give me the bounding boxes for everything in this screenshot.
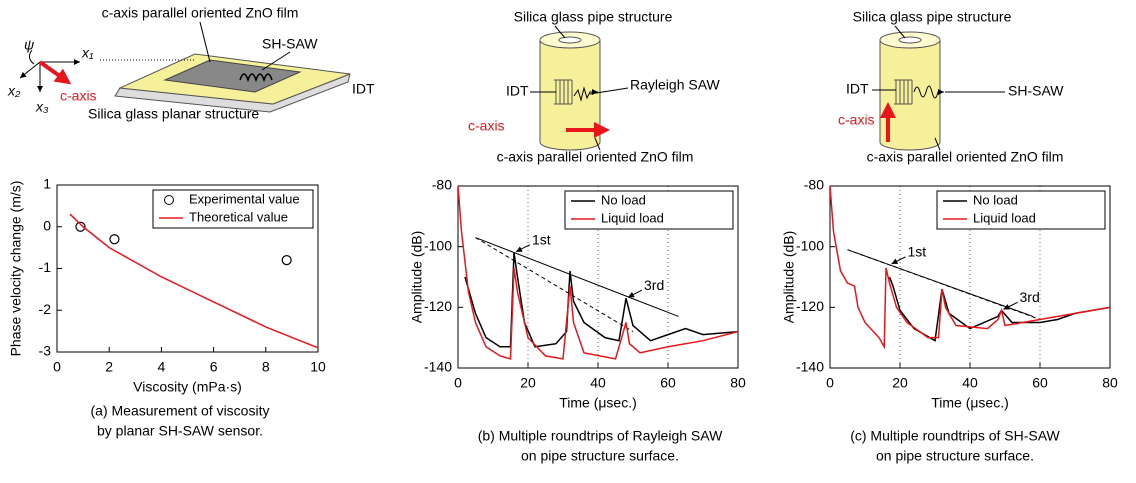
data-point — [109, 234, 120, 245]
series-line — [69, 213, 318, 349]
diagram-planar: c-axis parallel oriented ZnO film SH-SAW… — [7, 5, 375, 122]
data-point — [281, 255, 292, 266]
x-tick-label: 8 — [262, 359, 270, 375]
label: c-axis parallel oriented ZnO film — [497, 149, 694, 165]
caption: on pipe structure surface. — [521, 448, 679, 464]
y-axis-label: Amplitude (dB) — [409, 231, 425, 324]
y-tick-label: -1 — [39, 259, 52, 275]
annotation-arrow — [515, 244, 531, 253]
caption: (c) Multiple roundtrips of SH-SAW — [850, 428, 1060, 444]
label: c-axis — [60, 88, 97, 104]
label: x₂ — [7, 83, 21, 99]
y-tick-label: -80 — [432, 177, 452, 193]
diagram-pipe-rayleigh: Silica glass pipe structure IDT Rayleigh… — [468, 9, 721, 165]
x-axis-label: Viscosity (mPa·s) — [133, 379, 242, 395]
x-tick-label: 20 — [892, 375, 908, 391]
x-tick-label: 80 — [730, 375, 746, 391]
label: SH-SAW — [262, 36, 318, 52]
label: SH-SAW — [1008, 83, 1064, 99]
legend-label: Liquid load — [973, 210, 1036, 225]
x-tick-label: 6 — [210, 359, 218, 375]
y-tick-label: 1 — [43, 176, 51, 192]
label: c-axis parallel oriented ZnO film — [102, 5, 299, 21]
series-line — [830, 186, 1110, 350]
x-tick-label: 0 — [454, 375, 462, 391]
label: IDT — [506, 83, 529, 99]
y-tick-label: -120 — [424, 298, 452, 314]
annotation-arrow — [891, 256, 906, 265]
series-line — [464, 252, 738, 348]
caption: (b) Multiple roundtrips of Rayleigh SAW — [478, 428, 723, 444]
label: x₁ — [81, 45, 94, 61]
plot-frame — [56, 184, 319, 353]
label: x₃ — [35, 99, 49, 115]
y-tick-label: -80 — [804, 177, 824, 193]
label: Silica glass planar structure — [88, 106, 259, 122]
x-tick-label: 0 — [826, 375, 834, 391]
y-axis-label: Phase velocity change (m/s) — [8, 181, 24, 357]
plot-frame — [457, 185, 739, 369]
y-tick-label: -100 — [796, 237, 824, 253]
label: c-axis parallel oriented ZnO film — [867, 149, 1064, 165]
plot-frame — [829, 185, 1111, 369]
legend-box — [152, 189, 314, 229]
guide-line — [475, 237, 679, 317]
x-axis-label: Time (μsec.) — [559, 395, 637, 411]
annotation: 1st — [532, 231, 551, 247]
series-line — [888, 276, 1110, 342]
y-tick-label: 0 — [43, 217, 51, 233]
x-tick-label: 2 — [105, 359, 113, 375]
legend-label: Experimental value — [189, 191, 300, 206]
label: IDT — [846, 81, 869, 97]
label: c-axis — [468, 118, 505, 134]
guide-line — [475, 237, 634, 333]
x-tick-label: 20 — [520, 375, 536, 391]
annotation-arrow — [1003, 301, 1018, 310]
x-tick-label: 4 — [158, 359, 166, 375]
y-tick-label: -100 — [424, 237, 452, 253]
x-tick-label: 10 — [310, 359, 326, 375]
legend-marker — [164, 195, 174, 205]
label: ψ — [24, 37, 34, 53]
label: IDT — [352, 81, 375, 97]
x-axis-label: Time (μsec.) — [931, 395, 1009, 411]
label: Silica glass pipe structure — [514, 9, 673, 25]
y-tick-label: -3 — [39, 343, 52, 359]
x-tick-label: 0 — [53, 359, 61, 375]
annotation-arrow — [627, 289, 643, 298]
legend-box — [564, 190, 734, 230]
legend-label: Liquid load — [601, 210, 664, 225]
legend-label: No load — [973, 192, 1018, 207]
data-point — [75, 221, 86, 232]
x-tick-label: 40 — [962, 375, 978, 391]
caption: by planar SH-SAW sensor. — [97, 423, 263, 439]
x-tick-label: 80 — [1102, 375, 1118, 391]
x-tick-label: 60 — [660, 375, 676, 391]
legend-label: No load — [601, 192, 646, 207]
label: Rayleigh SAW — [630, 77, 721, 93]
annotation: 3rd — [644, 277, 664, 293]
y-tick-label: -120 — [796, 298, 824, 314]
y-tick-label: -2 — [39, 301, 52, 317]
label: c-axis — [838, 112, 875, 128]
caption: (a) Measurement of viscosity — [91, 403, 270, 419]
x-tick-label: 60 — [1032, 375, 1048, 391]
legend-label: Theoretical value — [189, 209, 288, 224]
y-axis-label: Amplitude (dB) — [781, 231, 797, 324]
annotation: 3rd — [1020, 289, 1040, 305]
diagram-pipe-shsaw: Silica glass pipe structure IDT SH-SAW c… — [838, 9, 1064, 165]
y-tick-label: -140 — [424, 359, 452, 375]
x-tick-label: 40 — [590, 375, 606, 391]
annotation: 1st — [908, 244, 927, 260]
label: Silica glass pipe structure — [853, 9, 1012, 25]
y-tick-label: -140 — [796, 359, 824, 375]
caption: on pipe structure surface. — [876, 448, 1034, 464]
legend-box — [936, 190, 1106, 230]
series-line — [458, 186, 738, 360]
